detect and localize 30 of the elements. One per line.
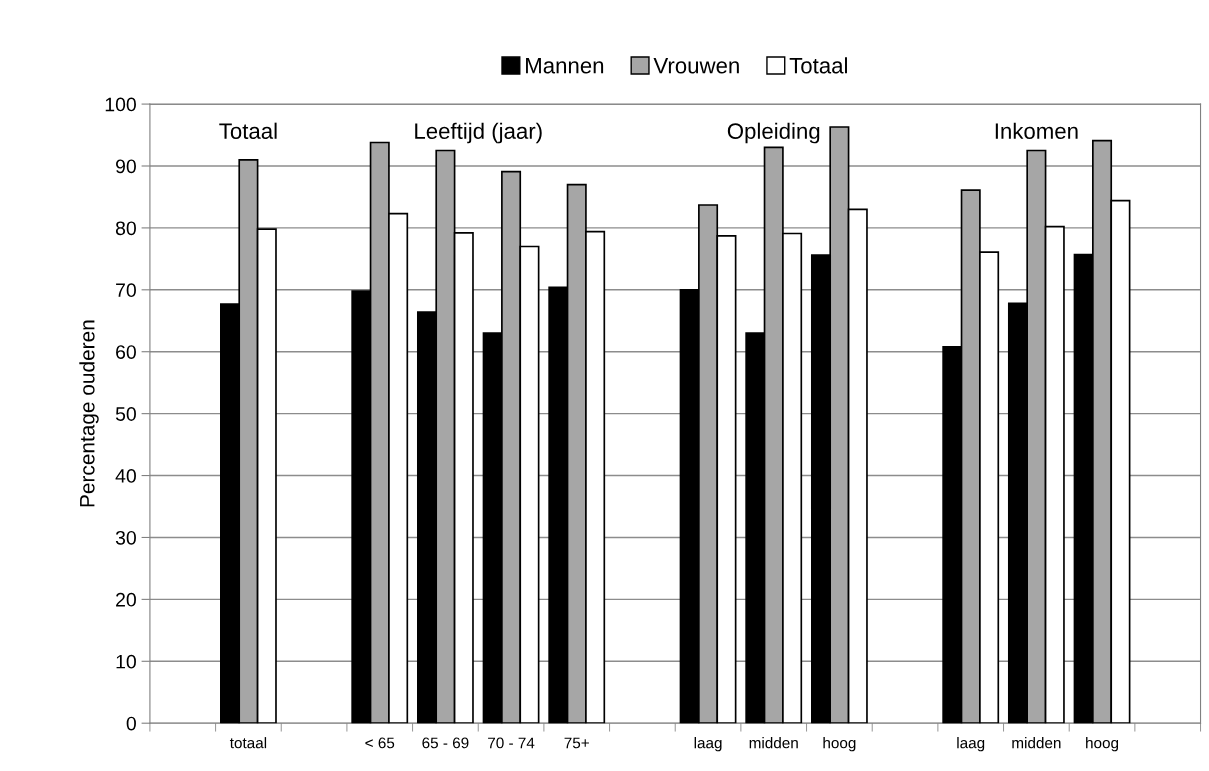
y-tick-label: 90 — [116, 159, 136, 174]
x-tick-label: laag — [957, 737, 985, 752]
y-tick-label: 70 — [116, 283, 136, 298]
legend-label: Mannen — [526, 57, 604, 74]
y-tick-label: 50 — [115, 407, 136, 421]
x-tick-label: 65 - 69 — [422, 737, 469, 749]
x-tick-label: 70 - 74 — [488, 737, 535, 749]
annotation: Leeftijd (jaar) — [415, 122, 542, 144]
x-tick-label: laag — [694, 737, 722, 752]
y-tick-label: 100 — [105, 97, 136, 112]
x-tick-label: midden — [1012, 737, 1061, 749]
x-tick-label: midden — [749, 737, 798, 749]
y-tick-label: 10 — [116, 654, 136, 669]
annotation: Totaal — [219, 122, 277, 139]
y-tick-label: 80 — [115, 221, 136, 236]
y-tick-label: 40 — [115, 469, 136, 483]
y-tick-label: 0 — [126, 716, 136, 731]
y-tick-label: 60 — [116, 345, 136, 359]
x-tick-label: hoog — [1086, 737, 1119, 752]
x-tick-label: totaal — [229, 737, 267, 749]
legend-label: Totaal — [789, 57, 847, 74]
annotation: Inkomen — [995, 122, 1078, 139]
x-tick-label: hoog — [823, 737, 856, 752]
x-tick-label: < 65 — [365, 737, 395, 749]
y-axis-title: Percentage ouderen — [79, 320, 99, 507]
y-tick-label: 20 — [116, 592, 136, 607]
annotation: Opleiding — [727, 122, 820, 144]
y-tick-label: 30 — [115, 530, 136, 545]
legend-label: Vrouwen — [653, 57, 739, 74]
x-tick-label: 75+ — [564, 737, 589, 749]
